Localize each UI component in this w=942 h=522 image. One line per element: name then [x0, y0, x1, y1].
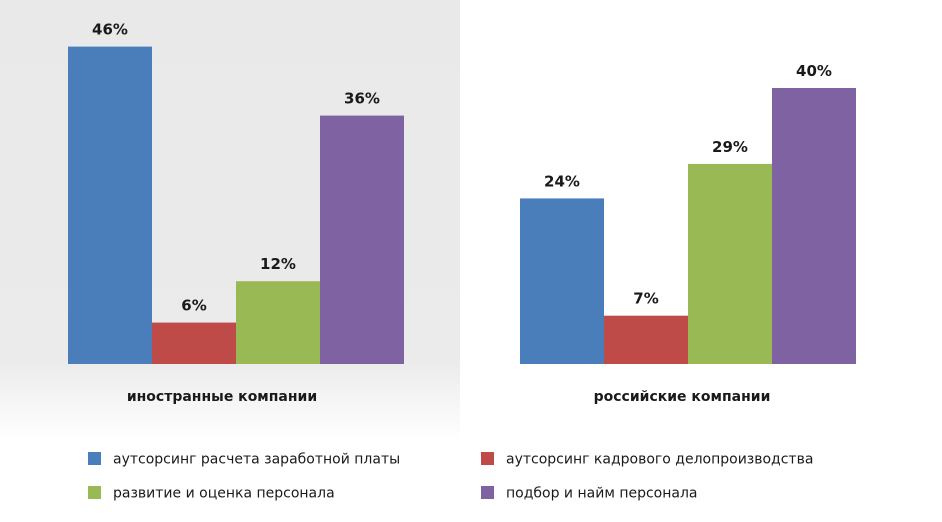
- bars-layer: [68, 46, 856, 364]
- legend-label-3: развитие и оценка персонала: [113, 486, 335, 502]
- value-labels-layer: 46% 6% 12% 36% 24% 7% 29% 40%: [92, 21, 832, 315]
- data-label-russian-series-1: 24%: [544, 172, 580, 190]
- legend-label-4: подбор и найм персонала: [506, 486, 698, 502]
- data-label-foreign-series-2: 6%: [181, 297, 206, 315]
- bar-foreign-series-1: [68, 46, 152, 364]
- legend-label-1: аутсорсинг расчета заработной платы: [113, 452, 400, 468]
- legend-swatch-4: [481, 486, 494, 499]
- legend-swatch-2: [481, 452, 494, 465]
- bar-russian-series-1: [520, 198, 604, 364]
- legend-swatch-1: [88, 452, 101, 465]
- data-label-russian-series-3: 29%: [712, 138, 748, 156]
- category-label-foreign: иностранные компании: [127, 389, 317, 405]
- data-label-foreign-series-4: 36%: [344, 90, 380, 108]
- bar-russian-series-2: [604, 315, 688, 364]
- bar-russian-series-3: [688, 163, 772, 364]
- legend-label-2: аутсорсинг кадрового делопроизводства: [506, 452, 813, 468]
- bar-russian-series-4: [772, 88, 856, 364]
- bar-foreign-series-3: [236, 281, 320, 364]
- legend: аутсорсинг расчета заработной платы аутсо…: [88, 452, 813, 502]
- data-label-foreign-series-1: 46%: [92, 21, 128, 39]
- data-label-foreign-series-3: 12%: [260, 255, 296, 273]
- category-label-russian: российские компании: [594, 389, 771, 405]
- bar-foreign-series-4: [320, 115, 404, 364]
- legend-swatch-3: [88, 486, 101, 499]
- data-label-russian-series-4: 40%: [796, 62, 832, 80]
- group-labels-layer: иностранные компании российские компании: [127, 389, 771, 405]
- data-label-russian-series-2: 7%: [633, 290, 658, 308]
- bar-foreign-series-2: [152, 322, 236, 364]
